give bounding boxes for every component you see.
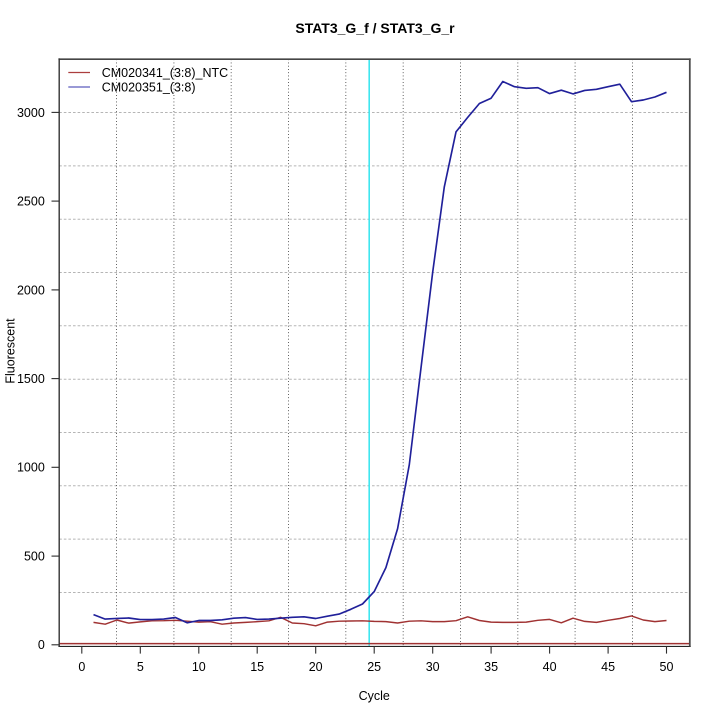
svg-text:CM020351_(3:8): CM020351_(3:8) xyxy=(102,80,196,94)
svg-text:15: 15 xyxy=(250,660,264,674)
svg-text:20: 20 xyxy=(309,660,323,674)
svg-text:35: 35 xyxy=(484,660,498,674)
svg-text:40: 40 xyxy=(543,660,557,674)
svg-text:0: 0 xyxy=(78,660,85,674)
svg-text:1500: 1500 xyxy=(17,372,45,386)
svg-text:25: 25 xyxy=(367,660,381,674)
svg-text:500: 500 xyxy=(24,550,45,564)
svg-text:2500: 2500 xyxy=(17,195,45,209)
svg-text:5: 5 xyxy=(137,660,144,674)
svg-text:30: 30 xyxy=(426,660,440,674)
svg-text:3000: 3000 xyxy=(17,106,45,120)
svg-text:1000: 1000 xyxy=(17,461,45,475)
svg-text:10: 10 xyxy=(192,660,206,674)
svg-text:50: 50 xyxy=(660,660,674,674)
svg-text:2000: 2000 xyxy=(17,283,45,297)
svg-text:Fluorescent: Fluorescent xyxy=(3,318,17,384)
svg-text:STAT3_G_f / STAT3_G_r: STAT3_G_f / STAT3_G_r xyxy=(295,20,455,36)
svg-text:0: 0 xyxy=(38,638,45,652)
svg-text:CM020341_(3:8)_NTC: CM020341_(3:8)_NTC xyxy=(102,66,228,80)
svg-text:45: 45 xyxy=(601,660,615,674)
svg-text:Cycle: Cycle xyxy=(359,689,390,703)
